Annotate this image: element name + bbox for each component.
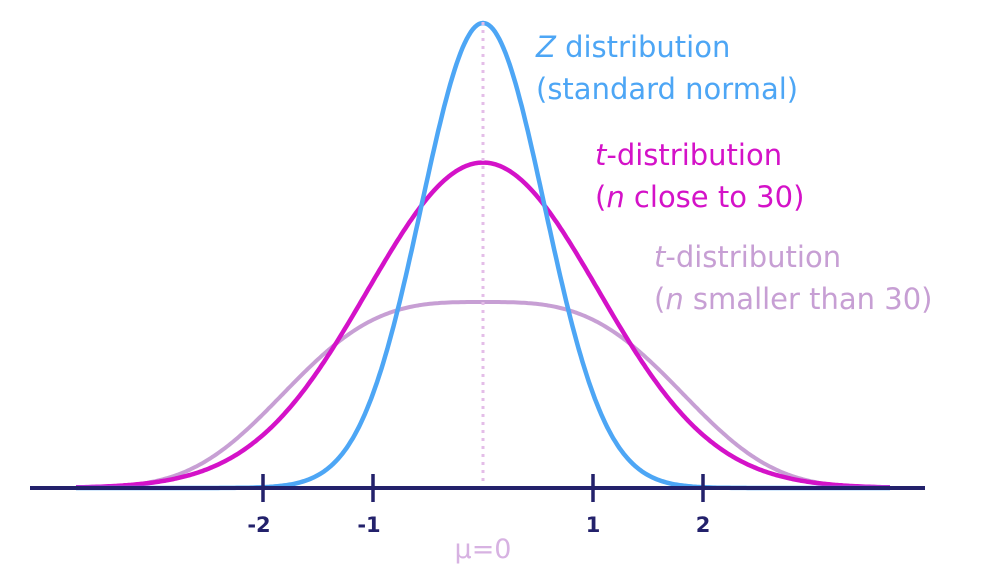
x-tick-label: -2 — [247, 513, 270, 537]
x-tick-label: 1 — [586, 513, 601, 537]
t-small-curve — [75, 300, 891, 490]
t-distribution-small-n-label: t-distribution (n smaller than 30) — [654, 240, 933, 317]
t-close-30-curve — [75, 160, 891, 490]
x-tick-label: 2 — [696, 513, 711, 537]
z-distribution-label: Z distribution (standard normal) — [536, 30, 799, 107]
x-tick-label: -1 — [357, 513, 380, 537]
mean-label: μ=0 — [455, 534, 512, 565]
t-distribution-n30-label: t-distribution (n close to 30) — [595, 138, 805, 215]
x-axis-ticks: -2 -1 1 2 — [247, 474, 710, 537]
